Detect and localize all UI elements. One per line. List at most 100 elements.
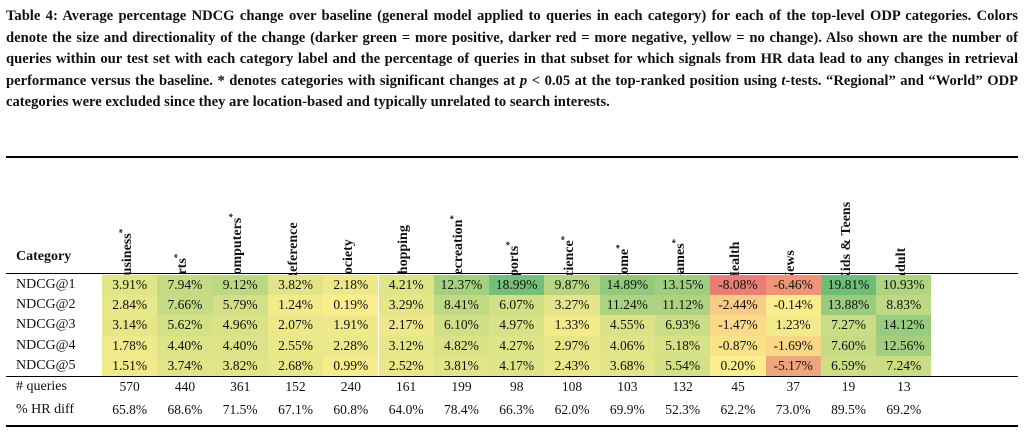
column-header-name: Kids & Teens	[838, 201, 854, 282]
table-caption: Table 4: Average percentage NDCG change …	[6, 6, 1018, 114]
significance-marker: *	[614, 244, 625, 249]
table-cell: 4.40%	[212, 335, 268, 356]
column-header-name: Shopping	[396, 225, 412, 282]
table-cell: 3.81%	[433, 355, 490, 376]
stat-cell: 60.8%	[333, 402, 369, 417]
table-cell: 3.12%	[378, 335, 434, 356]
table-cell: 2.17%	[378, 315, 434, 336]
table-cell: -0.14%	[765, 295, 821, 316]
table-cell: 2.07%	[267, 315, 324, 336]
table-cell: -1.69%	[765, 335, 821, 356]
table-cell: 9.12%	[212, 275, 268, 296]
stat-cell: 152	[285, 379, 306, 394]
stat-cell: 132	[672, 379, 693, 394]
table-cell: 7.66%	[157, 295, 213, 316]
corner-label: Category	[16, 249, 72, 264]
table-cell: 10.93%	[876, 275, 932, 296]
caption-text-1: Average percentage NDCG change over base…	[6, 8, 1018, 89]
table-cell: -6.46%	[765, 275, 821, 296]
stat-cell: 64.0%	[388, 402, 424, 417]
column-header: Computers*	[228, 213, 247, 284]
stat-cell: 52.3%	[665, 402, 701, 417]
table-top-rule	[6, 156, 1018, 158]
stat-cell: 69.2%	[886, 402, 922, 417]
table-cell: 2.68%	[267, 355, 324, 376]
table-cell: 0.99%	[323, 355, 379, 376]
table-cell: 1.91%	[323, 315, 379, 336]
stat-row-label: # queries	[16, 379, 67, 394]
significance-marker: *	[669, 238, 680, 244]
table-cell: 4.27%	[489, 335, 545, 356]
table-cell: 19.81%	[820, 275, 877, 296]
stat-cell: 69.9%	[609, 402, 645, 417]
stat-cell: 98	[509, 379, 524, 394]
stat-cell: 103	[617, 379, 638, 394]
table-cell: 4.06%	[599, 335, 655, 356]
table-cell: 7.94%	[157, 275, 213, 296]
table-cell: -5.17%	[765, 355, 821, 376]
table-cell: 18.99%	[489, 275, 545, 296]
caption-text-2: < 0.05 at the top-ranked position using	[527, 72, 782, 89]
table-cell: 3.68%	[599, 355, 655, 376]
table-cell: 6.10%	[433, 315, 490, 336]
table-cell: 3.82%	[267, 275, 324, 296]
table-cell: 2.18%	[323, 275, 379, 296]
column-header: Kids & Teens	[839, 202, 855, 282]
table-cell: 3.74%	[157, 355, 213, 376]
stat-cell: 73.0%	[775, 402, 811, 417]
caption-t-variable: t	[781, 72, 786, 89]
caption-p-variable: p	[519, 72, 528, 89]
table-cell: 8.83%	[876, 295, 932, 316]
table-cell: 3.14%	[102, 315, 158, 336]
stat-cell: 66.3%	[499, 402, 535, 417]
stat-cell: 62.0%	[554, 402, 590, 417]
table-cell: 4.82%	[433, 335, 490, 356]
table-cell: 2.84%	[102, 295, 158, 316]
significance-marker: *	[448, 215, 459, 220]
caption-label: Table 4:	[6, 8, 58, 24]
stat-cell: 161	[396, 379, 417, 394]
row-label: NDCG@3	[16, 317, 76, 333]
table-cell: 1.24%	[267, 295, 324, 316]
table-cell: 5.79%	[212, 295, 268, 316]
table-cell: 7.60%	[820, 335, 877, 356]
table-cell: 5.54%	[655, 355, 711, 376]
column-header: Shopping	[396, 225, 412, 282]
table-cell: 3.27%	[544, 295, 600, 316]
table-cell: 8.41%	[433, 295, 490, 316]
stat-cell: 19	[841, 379, 856, 394]
row-label: NDCG@2	[16, 297, 76, 313]
table-cell: 1.51%	[102, 355, 158, 376]
table-cell: 1.33%	[544, 315, 600, 336]
table-cell: -0.87%	[710, 335, 766, 356]
table-cell: 1.78%	[102, 335, 158, 356]
column-header: Reference	[286, 222, 302, 282]
row-label: NDCG@5	[16, 357, 76, 373]
stat-cell: 240	[340, 379, 361, 394]
stat-cell: 71.5%	[222, 402, 258, 417]
stat-cell: 361	[230, 379, 251, 394]
table-cell: 11.24%	[599, 295, 655, 316]
table-cell: 7.24%	[876, 355, 932, 376]
table-cell: 11.12%	[655, 295, 711, 316]
table-cell: 4.97%	[489, 315, 545, 336]
caption-text-3: -tests. “Regional” and “World” ODP categ…	[6, 72, 1019, 111]
table-cell: -1.47%	[710, 315, 766, 336]
table-bottom-rule	[6, 425, 1018, 427]
stat-cell: 78.4%	[444, 402, 479, 417]
significance-marker: *	[504, 241, 515, 246]
stat-row-label: % HR diff	[16, 402, 75, 417]
table-cell: 0.20%	[710, 355, 766, 376]
row-label: NDCG@1	[16, 277, 76, 292]
table-cell: 5.62%	[157, 315, 213, 336]
stat-cell: 67.1%	[278, 402, 313, 417]
stat-cell: 65.8%	[112, 402, 148, 417]
significance-marker: *	[559, 235, 570, 241]
stat-cell: 89.5%	[831, 402, 866, 417]
table-cell: 3.91%	[102, 275, 158, 296]
table-cell: 0.19%	[323, 295, 379, 316]
table-cell: 2.43%	[544, 355, 600, 376]
stat-cell: 199	[451, 379, 472, 394]
table-cell: 2.52%	[378, 355, 434, 376]
table-cell: 4.17%	[489, 355, 545, 376]
